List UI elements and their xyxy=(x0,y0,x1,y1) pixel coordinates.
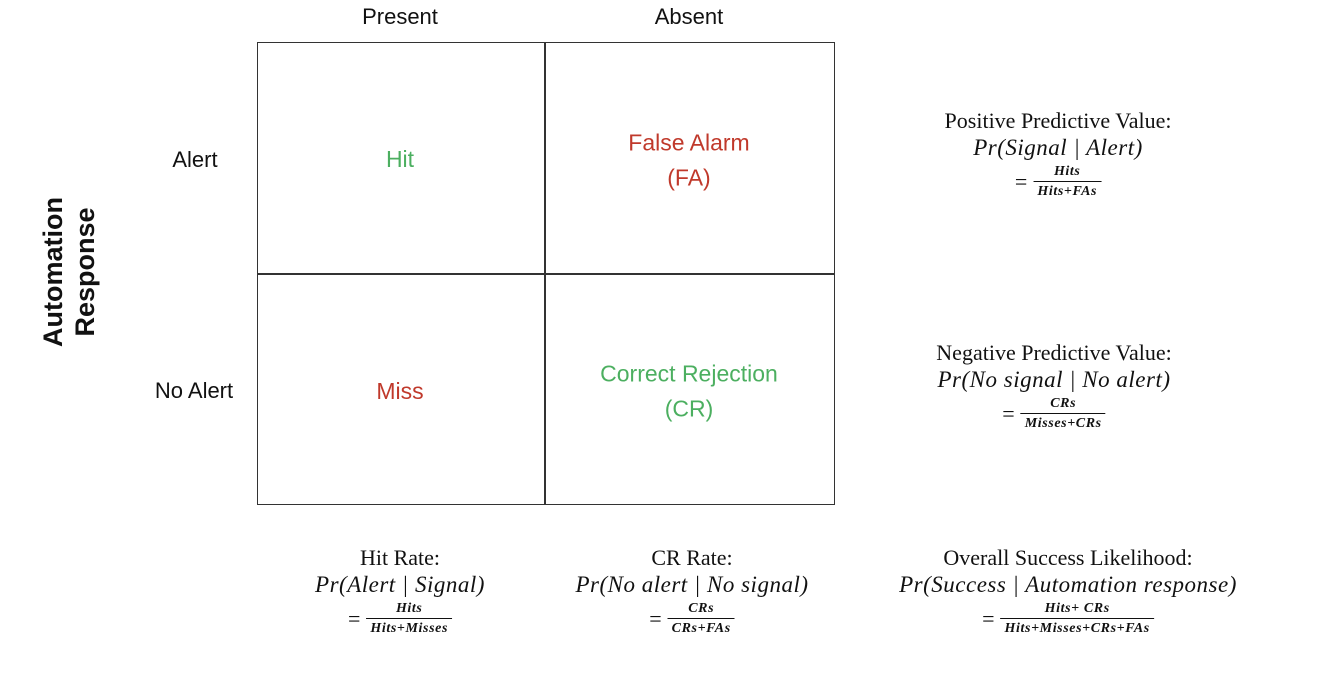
formula-fraction: Hits Hits+FAs xyxy=(1033,164,1102,200)
cell-correct-rejection-label: Correct Rejection xyxy=(600,360,778,387)
formula-fraction-row: = Hits Hits+FAs xyxy=(1014,164,1102,200)
formula-equals: = xyxy=(982,606,995,632)
formula-numerator: Hits xyxy=(395,601,423,617)
formula-cr-rate: CR Rate: Pr(No alert | No signal) = CRs … xyxy=(576,545,809,637)
formula-overall-success-likelihood: Overall Success Likelihood: Pr(Success |… xyxy=(899,545,1237,637)
row-label-no-alert: No Alert xyxy=(154,378,234,403)
grid-divider-horizontal xyxy=(258,273,834,275)
formula-equals: = xyxy=(649,606,662,632)
cell-hit: Hit xyxy=(386,142,414,177)
formula-numerator: CRs xyxy=(688,601,715,617)
formula-fraction-row: = CRs Misses+CRs xyxy=(1002,396,1106,432)
formula-denominator: Misses+CRs xyxy=(1024,416,1102,432)
formula-title: Positive Predictive Value: xyxy=(944,108,1172,133)
formula-fraction-bar xyxy=(1033,181,1102,183)
formula-probability: Pr(Success | Automation response) xyxy=(899,572,1237,598)
formula-title: CR Rate: xyxy=(651,545,733,570)
cell-correct-rejection: Correct Rejection (CR) xyxy=(600,357,778,426)
axis-title-line-2: Response xyxy=(70,207,100,337)
formula-negative-predictive-value: Negative Predictive Value: Pr(No signal … xyxy=(936,340,1171,432)
formula-probability: Pr(Alert | Signal) xyxy=(315,572,485,598)
cell-hit-label: Hit xyxy=(385,145,415,172)
axis-title-line-1: Automation xyxy=(38,197,69,347)
formula-hit-rate: Hit Rate: Pr(Alert | Signal) = Hits Hits… xyxy=(315,545,485,637)
formula-fraction-bar xyxy=(366,618,453,620)
formula-fraction-bar xyxy=(1000,618,1154,620)
cell-correct-rejection-abbr: (CR) xyxy=(664,395,714,421)
formula-fraction-row: = CRs CRs+FAs xyxy=(649,601,735,637)
formula-equals: = xyxy=(347,606,361,632)
axis-title-automation-response: Automation Response xyxy=(38,197,102,347)
cell-miss-label: Miss xyxy=(376,377,424,404)
formula-probability: Pr(No alert | No signal) xyxy=(575,572,809,598)
formula-fraction-row: = Hits+ CRs Hits+Misses+CRs+FAs xyxy=(982,601,1154,637)
formula-positive-predictive-value: Positive Predictive Value: Pr(Signal | A… xyxy=(945,108,1172,200)
formula-denominator: Hits+Misses xyxy=(370,621,449,637)
formula-title: Overall Success Likelihood: xyxy=(943,545,1193,570)
formula-equals: = xyxy=(1014,169,1028,195)
cell-false-alarm: False Alarm (FA) xyxy=(628,126,749,195)
formula-fraction: CRs CRs+FAs xyxy=(667,601,735,637)
formula-numerator: CRs xyxy=(1050,396,1077,412)
formula-probability: Pr(No signal | No alert) xyxy=(937,367,1171,393)
formula-fraction: Hits+ CRs Hits+Misses+CRs+FAs xyxy=(1000,601,1154,637)
formula-fraction-bar xyxy=(667,618,735,620)
formula-fraction-bar xyxy=(1020,413,1106,415)
formula-fraction: Hits Hits+Misses xyxy=(366,601,453,637)
formula-title: Negative Predictive Value: xyxy=(936,340,1172,365)
formula-denominator: Hits+Misses+CRs+FAs xyxy=(1004,621,1150,637)
formula-denominator: Hits+FAs xyxy=(1037,184,1098,200)
cell-miss: Miss xyxy=(376,374,423,409)
column-header-present: Present xyxy=(362,4,438,29)
formula-numerator: Hits+ CRs xyxy=(1044,601,1110,617)
formula-numerator: Hits xyxy=(1053,164,1081,180)
cell-false-alarm-abbr: (FA) xyxy=(667,164,711,190)
column-header-absent: Absent xyxy=(654,4,724,29)
formula-equals: = xyxy=(1002,401,1015,427)
formula-fraction: CRs Misses+CRs xyxy=(1020,396,1106,432)
formula-title: Hit Rate: xyxy=(359,545,441,570)
cell-false-alarm-label: False Alarm xyxy=(628,129,750,156)
formula-probability: Pr(Signal | Alert) xyxy=(973,135,1143,161)
contingency-grid xyxy=(257,42,835,505)
formula-denominator: CRs+FAs xyxy=(671,621,731,637)
formula-fraction-row: = Hits Hits+Misses xyxy=(347,601,453,637)
row-label-alert: Alert xyxy=(172,147,218,172)
